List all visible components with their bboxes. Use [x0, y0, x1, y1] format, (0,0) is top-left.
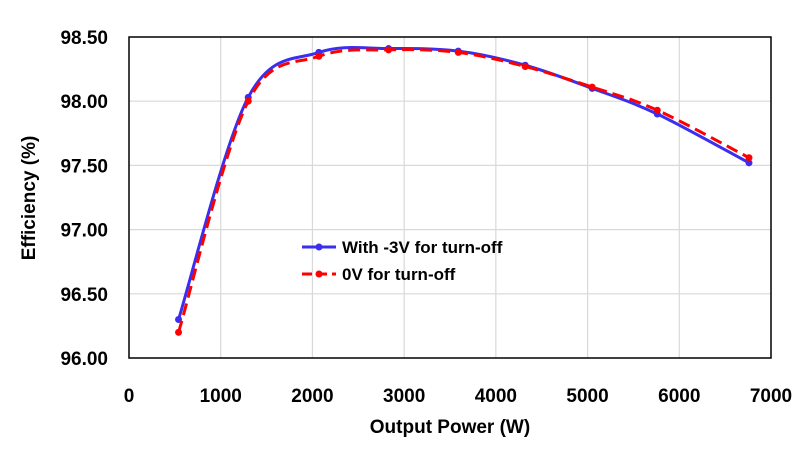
data-point	[454, 48, 462, 56]
legend: With -3V for turn-off 0V for turn-off	[302, 238, 503, 284]
x-tick-label: 2000	[291, 386, 333, 407]
y-tick-label: 98.00	[60, 92, 108, 113]
y-tick-label: 97.50	[60, 156, 108, 177]
series-group	[175, 45, 753, 336]
y-tick-label: 96.50	[60, 285, 108, 306]
legend-label-1: 0V for turn-off	[342, 265, 456, 284]
x-tick-label: 7000	[750, 386, 792, 407]
x-tick-label: 5000	[566, 386, 608, 407]
data-point	[244, 97, 252, 105]
series-line-0	[177, 46, 750, 320]
grid	[129, 37, 771, 358]
legend-marker-0	[315, 243, 323, 251]
y-axis-title: Efficiency (%)	[19, 136, 40, 261]
plot-area-border	[128, 36, 772, 359]
legend-label-0: With -3V for turn-off	[342, 238, 503, 257]
y-tick-label: 97.00	[60, 221, 108, 242]
x-tick-label: 6000	[658, 386, 700, 407]
x-tick-label: 1000	[200, 386, 242, 407]
data-point	[653, 106, 661, 114]
y-tick-labels: 96.00 96.50 97.00 97.50 98.00 98.50	[60, 28, 108, 370]
y-tick-label: 98.50	[60, 28, 108, 49]
data-point	[745, 159, 753, 167]
data-point	[175, 328, 183, 336]
series-line-1	[177, 48, 750, 333]
legend-marker-1	[315, 270, 323, 278]
x-tick-label: 4000	[475, 386, 517, 407]
data-point	[745, 154, 753, 162]
data-point	[588, 83, 596, 91]
x-tick-label: 0	[124, 386, 135, 407]
x-tick-label: 3000	[383, 386, 425, 407]
data-point	[385, 46, 393, 54]
x-axis-title: Output Power (W)	[370, 417, 530, 438]
y-tick-label: 96.00	[60, 349, 108, 370]
data-point	[521, 63, 529, 71]
x-tick-labels: 0 1000 2000 3000 4000 5000 6000 7000	[124, 386, 792, 407]
data-point	[315, 52, 323, 60]
